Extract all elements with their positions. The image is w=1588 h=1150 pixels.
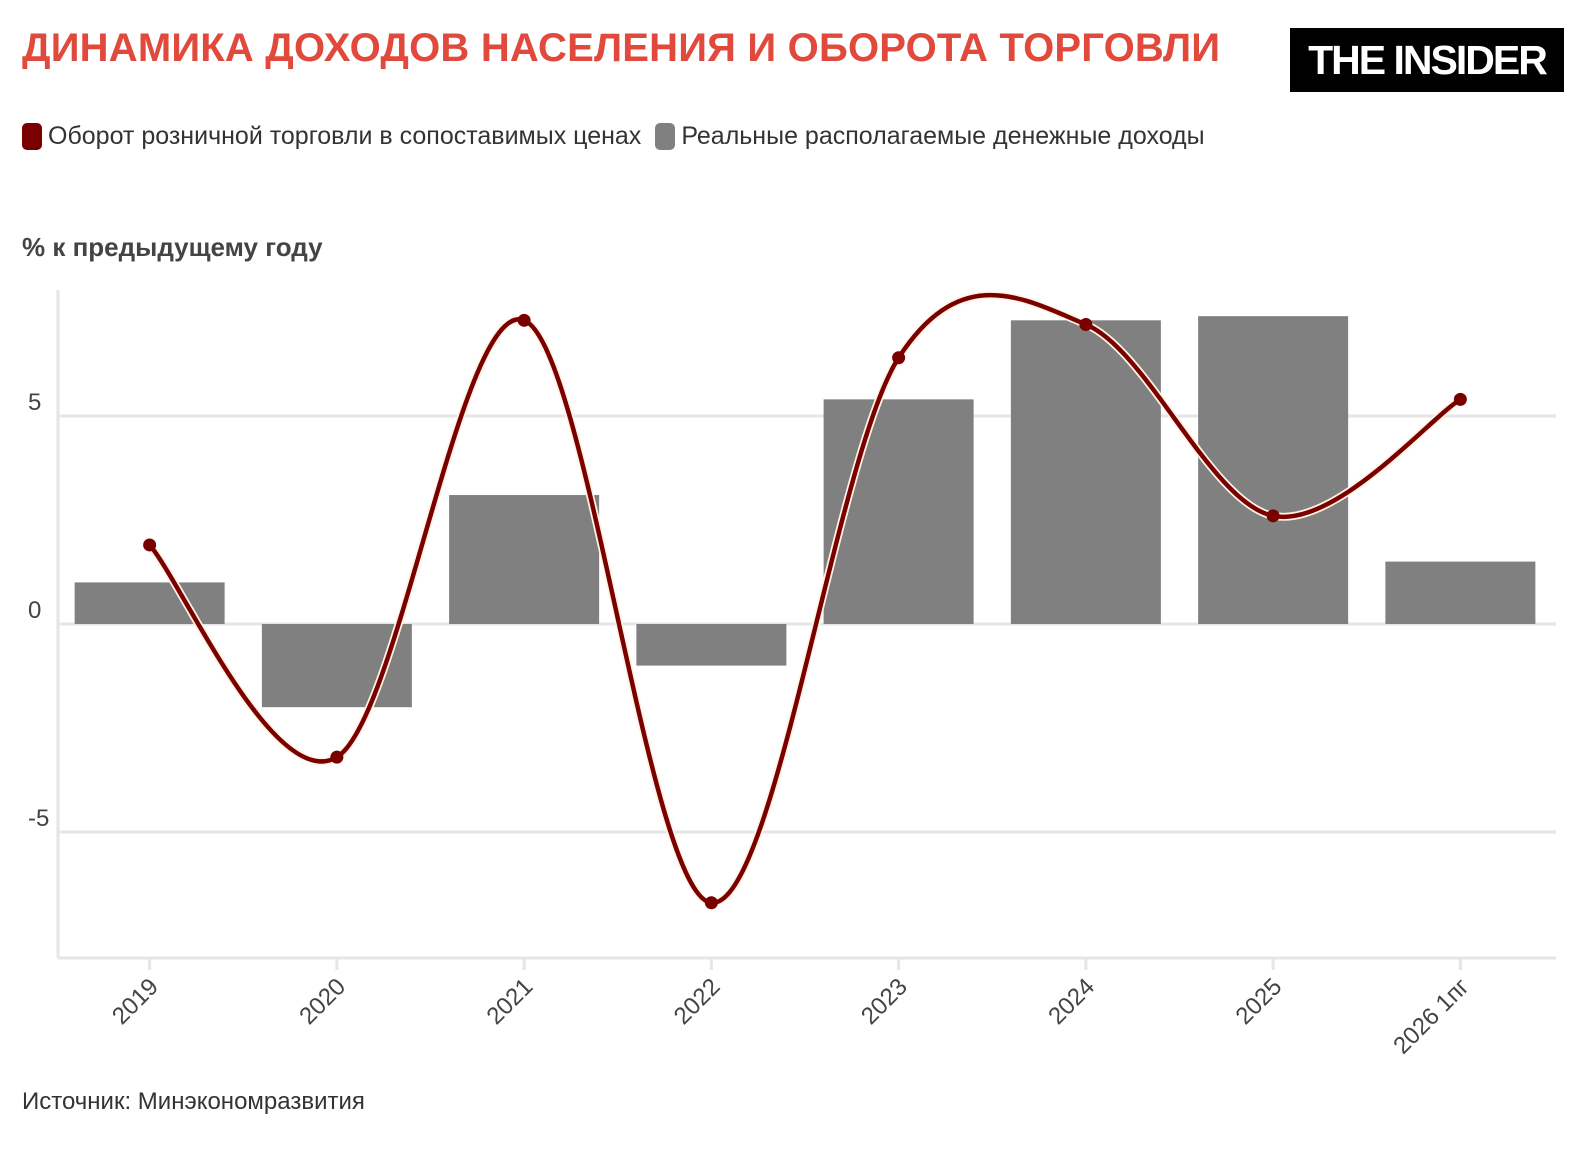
x-tick-label: 2022 [669,973,726,1030]
x-tick-label: 2026 1пг [1388,973,1475,1060]
legend-label-income: Реальные располагаемые денежные доходы [681,122,1205,150]
y-axis-label: % к предыдущему году [22,232,323,262]
retail-point [1079,317,1093,331]
legend-swatch-income [655,123,676,150]
x-tick-label: 2025 [1231,973,1288,1030]
legend-item-income[interactable]: Реальные располагаемые денежные доходы [655,122,1205,151]
legend-item-retail[interactable]: Оборот розничной торговли в сопоставимых… [22,122,641,151]
income-bar [74,582,225,624]
income-bar [636,624,787,666]
retail-point [704,896,718,910]
retail-point [1266,509,1280,523]
income-bar [1385,561,1536,624]
retail-point [892,351,906,365]
retail-point [1453,392,1467,406]
x-tick-label: 2023 [856,973,913,1030]
chart-title: ДИНАМИКА ДОХОДОВ НАСЕЛЕНИЯ И ОБОРОТА ТОР… [22,26,1221,70]
retail-line [143,291,1467,910]
x-tick-label: 2019 [107,973,164,1030]
legend-swatch-retail [22,123,42,150]
income-bar [1198,316,1349,624]
income-bar [449,495,600,624]
retail-point [517,313,531,327]
x-tick-label: 2021 [482,973,539,1030]
y-tick-label: -5 [28,805,49,832]
source-note: Источник: Минэкономразвития [22,1088,365,1115]
x-tick-label: 2024 [1043,973,1100,1030]
income-bars [74,316,1536,708]
legend-label-retail: Оборот розничной торговли в сопоставимых… [48,122,642,150]
y-tick-label: 5 [28,389,41,416]
y-tick-label: 0 [28,597,41,624]
income-bar [261,624,412,708]
brand-logo: THE INSIDER [1290,28,1564,92]
x-tick-label: 2020 [294,973,351,1030]
retail-line-path [147,292,1463,905]
retail-point [330,750,344,764]
chart-legend: Оборот розничной торговли в сопоставимых… [22,122,1219,151]
retail-point [143,538,157,552]
